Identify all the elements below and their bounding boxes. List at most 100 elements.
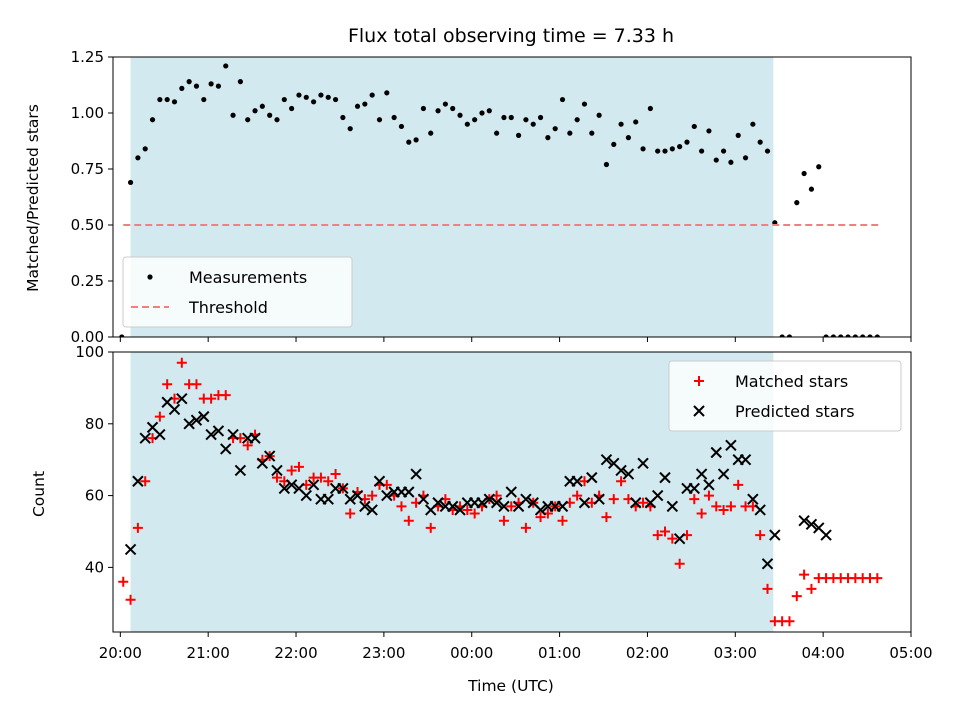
axes-frame: [112, 56, 912, 338]
data-point: [332, 96, 339, 103]
data-point: [234, 464, 247, 477]
plot-area: [119, 63, 882, 337]
data-point: [325, 94, 331, 100]
data-point: [391, 114, 397, 121]
data-point: [230, 112, 236, 118]
data-point: [652, 530, 663, 541]
data-point: [615, 464, 627, 477]
data-point: [662, 148, 668, 154]
data-point: [666, 500, 679, 513]
data-point: [318, 92, 324, 98]
data-point: [252, 108, 258, 114]
data-point: [464, 121, 470, 127]
data-point: [206, 393, 217, 404]
x-tick-label: 05:00: [889, 644, 932, 662]
data-point: [747, 493, 759, 505]
data-point: [717, 468, 730, 480]
data-point: [713, 157, 719, 163]
data-point: [725, 501, 736, 512]
data-point: [410, 468, 422, 480]
data-point: [794, 200, 800, 206]
data-point: [345, 508, 356, 519]
data-point: [630, 497, 642, 509]
data-point: [808, 186, 815, 192]
data-point: [779, 334, 785, 337]
data-point: [135, 155, 141, 161]
data-point: [310, 99, 317, 105]
data-point: [498, 515, 509, 526]
data-point: [816, 164, 822, 170]
data-point: [176, 392, 188, 405]
data-point: [398, 123, 405, 130]
data-point: [572, 490, 583, 501]
data-point: [420, 105, 427, 112]
data-point: [285, 479, 298, 491]
data-point: [806, 583, 817, 594]
data-point: [198, 410, 210, 423]
data-point: [798, 515, 810, 527]
data-point: [179, 85, 185, 91]
data-point: [742, 155, 749, 161]
data-point: [271, 464, 283, 477]
data-point: [537, 114, 544, 121]
data-point: [432, 497, 444, 509]
data-point: [127, 179, 134, 186]
data-point: [571, 475, 583, 487]
data-point: [263, 450, 276, 462]
data-point: [446, 500, 459, 513]
x-tick-label: 22:00: [274, 644, 317, 662]
data-point: [425, 522, 436, 533]
data-point: [442, 101, 448, 107]
data-point: [660, 526, 671, 537]
top-panel-ratio: 0.00 0.25 0.50 0.75 1.00 1.25 Measurements Thre…: [71, 48, 912, 346]
data-point: [667, 533, 678, 544]
legend-swatch: [147, 274, 153, 280]
data-point: [494, 130, 500, 136]
data-point: [593, 493, 605, 505]
data-point: [762, 583, 773, 594]
data-point: [472, 117, 478, 123]
data-point: [674, 558, 685, 569]
data-point: [476, 497, 488, 509]
data-point: [118, 576, 129, 587]
data-point: [600, 453, 613, 466]
data-point: [330, 469, 341, 480]
data-point: [403, 486, 415, 498]
data-point: [703, 479, 715, 491]
data-point: [220, 443, 232, 455]
data-point: [640, 146, 646, 152]
data-point: [625, 135, 632, 141]
data-point: [322, 493, 334, 505]
data-point: [530, 121, 536, 127]
data-point: [637, 457, 649, 469]
data-point: [784, 616, 795, 627]
data-point: [791, 591, 802, 602]
data-point: [157, 96, 163, 103]
legend-label: Threshold: [188, 298, 268, 317]
data-point: [520, 522, 531, 533]
data-point: [750, 121, 756, 127]
x-tick-label: 20:00: [99, 644, 142, 662]
data-point: [119, 334, 125, 337]
data-point: [281, 96, 287, 103]
data-point: [523, 117, 529, 123]
data-point: [710, 446, 722, 459]
data-point: [673, 532, 686, 545]
data-point: [764, 148, 771, 154]
top-y-axis-label: Matched/Predicted stars: [24, 104, 42, 292]
data-point: [369, 92, 375, 98]
data-point: [381, 489, 393, 502]
y-tick-label: 60: [85, 487, 104, 505]
data-point: [124, 543, 137, 556]
data-point: [867, 334, 873, 337]
data-point: [366, 504, 378, 516]
data-point: [757, 139, 763, 145]
x-tick-label: 01:00: [538, 644, 581, 662]
data-point: [669, 146, 675, 152]
data-point: [689, 494, 700, 505]
data-point: [149, 117, 156, 123]
data-point: [323, 476, 334, 487]
data-point: [622, 468, 635, 480]
data-point: [479, 110, 485, 116]
data-point: [520, 493, 532, 505]
